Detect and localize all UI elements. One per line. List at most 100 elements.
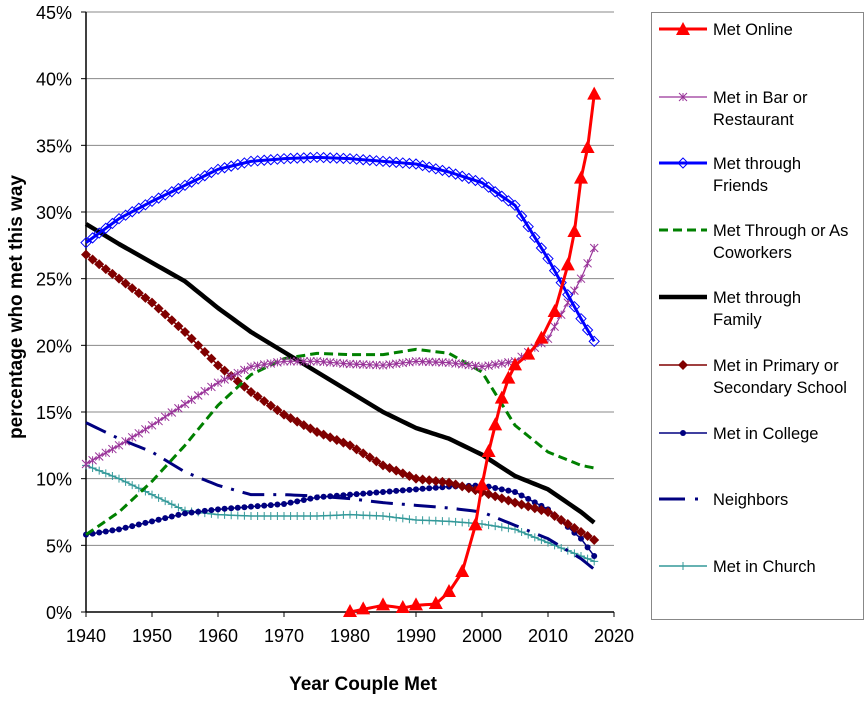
- data-point: [186, 333, 197, 344]
- data-point: [127, 283, 138, 294]
- data-point: [292, 356, 302, 366]
- legend-marker: [680, 430, 686, 436]
- data-point: [248, 503, 254, 510]
- data-point: [352, 359, 361, 369]
- legend-sample: [659, 157, 707, 169]
- data-point: [445, 517, 453, 526]
- data-point: [576, 527, 586, 537]
- data-point: [188, 509, 195, 516]
- data-point: [88, 455, 97, 465]
- x-tick-label: 1940: [66, 626, 106, 646]
- data-point: [481, 444, 496, 457]
- data-point: [241, 504, 248, 511]
- data-point: [373, 489, 380, 496]
- data-point: [424, 357, 434, 367]
- data-point: [307, 495, 314, 502]
- data-point: [114, 273, 124, 284]
- data-point: [517, 528, 526, 536]
- data-point: [167, 408, 177, 417]
- data-point: [149, 518, 155, 525]
- data-point: [531, 499, 538, 506]
- data-point: [300, 497, 307, 503]
- data-point: [583, 554, 592, 563]
- data-point: [438, 358, 447, 367]
- data-point: [320, 493, 327, 500]
- data-point: [116, 526, 122, 533]
- data-point: [96, 529, 103, 536]
- y-tick-label: 20%: [36, 336, 72, 356]
- data-point: [87, 254, 98, 265]
- data-point: [305, 423, 316, 434]
- series-line: [85, 155, 596, 343]
- data-point: [543, 507, 553, 517]
- legend-sample: [659, 22, 707, 35]
- data-point: [142, 519, 149, 526]
- data-point: [173, 321, 184, 332]
- x-tick-label: 1950: [132, 626, 172, 646]
- data-point: [347, 491, 353, 498]
- data-point: [581, 324, 594, 336]
- legend-sample: [659, 562, 707, 570]
- data-point: [436, 164, 449, 177]
- y-tick-label: 15%: [36, 403, 72, 423]
- data-point: [456, 170, 468, 182]
- data-point: [286, 356, 295, 366]
- data-point: [325, 358, 335, 367]
- data-point: [345, 440, 355, 451]
- legend-label: Neighbors: [713, 491, 789, 509]
- data-point: [160, 309, 171, 320]
- data-point: [548, 264, 561, 277]
- legend-sample: [659, 430, 707, 436]
- data-point: [233, 368, 243, 378]
- data-point: [319, 357, 328, 367]
- data-point: [102, 528, 109, 535]
- data-point: [272, 405, 283, 416]
- data-point: [399, 487, 406, 494]
- data-point: [246, 387, 256, 397]
- data-point: [505, 487, 512, 494]
- data-point: [134, 428, 144, 438]
- data-point: [206, 353, 217, 364]
- legend-sample: [659, 360, 707, 370]
- data-point: [114, 440, 124, 450]
- data-point: [312, 356, 322, 366]
- data-point: [569, 523, 580, 533]
- data-point: [351, 444, 362, 455]
- data-point: [398, 514, 407, 523]
- data-point: [228, 505, 235, 512]
- data-point: [560, 257, 575, 271]
- data-point: [234, 504, 241, 511]
- series-line: [85, 421, 596, 571]
- data-point: [556, 515, 567, 525]
- data-point: [428, 596, 443, 609]
- data-point: [478, 520, 486, 528]
- data-point: [512, 489, 518, 495]
- data-point: [279, 356, 289, 366]
- y-tick-label: 25%: [36, 270, 72, 290]
- data-point: [358, 360, 368, 369]
- data-point: [298, 420, 309, 431]
- data-point: [174, 403, 183, 413]
- data-point: [287, 499, 294, 506]
- data-point: [166, 315, 177, 326]
- x-tick-label: 2020: [594, 626, 634, 646]
- y-axis-label: percentage who met this way: [6, 175, 27, 439]
- data-point: [557, 544, 566, 552]
- y-tick-label: 10%: [36, 470, 72, 490]
- data-point: [306, 356, 315, 366]
- data-point: [358, 448, 369, 459]
- data-point: [281, 501, 287, 507]
- data-point: [497, 523, 506, 532]
- data-point: [160, 412, 170, 422]
- data-point: [100, 264, 111, 275]
- data-point: [238, 157, 251, 169]
- data-point: [174, 503, 183, 512]
- data-point: [226, 371, 236, 381]
- data-point: [386, 488, 393, 495]
- data-point: [285, 413, 296, 424]
- data-point: [80, 236, 92, 249]
- y-tick-label: 30%: [36, 203, 72, 223]
- data-point: [587, 86, 602, 100]
- data-point: [588, 335, 600, 348]
